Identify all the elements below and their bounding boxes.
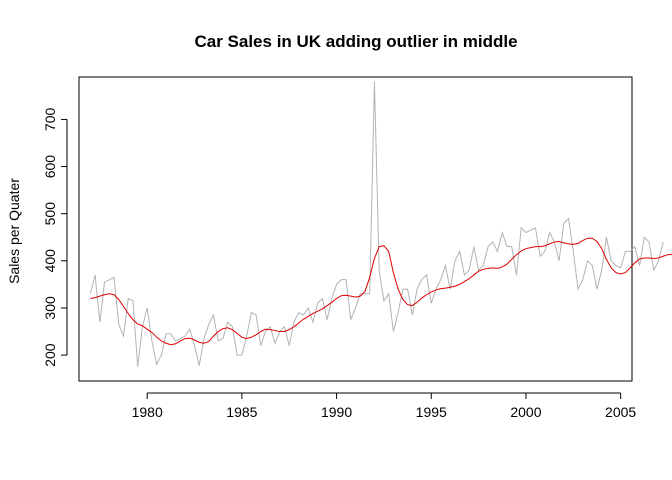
y-tick-label: 500	[42, 202, 58, 226]
plot-frame	[78, 76, 633, 382]
x-tick-label: 2000	[510, 404, 541, 420]
x-tick-label: 1995	[416, 404, 447, 420]
y-tick-label: 400	[42, 249, 58, 273]
y-axis-label: Sales per Quater	[6, 178, 22, 284]
y-tick-label: 200	[42, 343, 58, 367]
chart-title: Car Sales in UK adding outlier in middle	[194, 32, 517, 51]
series-layer	[89, 81, 672, 367]
series-line-1	[89, 81, 664, 367]
x-tick-label: 1985	[226, 404, 257, 420]
x-axis: 1980 1985 1990 1995 2000 2005	[132, 392, 636, 420]
x-tick-label: 1980	[132, 404, 163, 420]
y-tick-label: 600	[42, 155, 58, 179]
y-tick-label: 300	[42, 296, 58, 320]
y-axis: 200 300 400 500 600 700	[42, 108, 68, 367]
y-tick-label: 700	[42, 108, 58, 132]
x-tick-label: 1990	[321, 404, 352, 420]
x-tick-label: 2005	[605, 404, 636, 420]
series-line-2	[90, 237, 672, 346]
